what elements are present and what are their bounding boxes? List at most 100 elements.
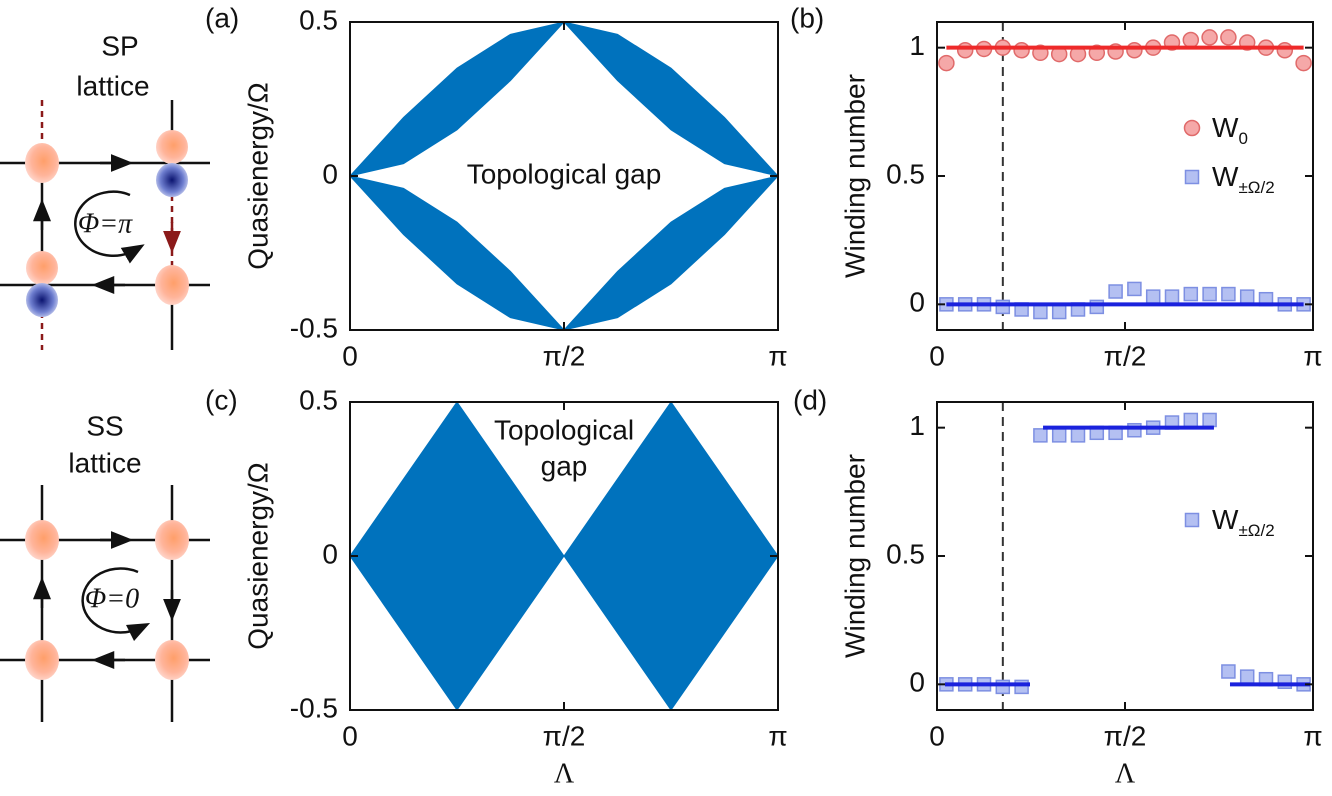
point: [1276, 41, 1294, 59]
y-tick-label: 0.5: [299, 4, 338, 35]
orbital: [26, 251, 58, 285]
annotation: gap: [541, 450, 588, 481]
axes-frame: [936, 401, 1314, 711]
flux-arrow: [74, 190, 145, 264]
diagram-title: SS: [86, 410, 123, 441]
orbital: [156, 130, 188, 164]
band-area: [350, 402, 778, 710]
panel-label: (b): [790, 2, 824, 33]
x-tick-label: π: [1303, 340, 1322, 371]
point: [1182, 31, 1200, 49]
x-tick-label: π/2: [1104, 340, 1147, 371]
point: [1033, 304, 1048, 320]
x-tick-label: π/2: [543, 720, 586, 751]
y-axis-label: Quasienergy/Ω: [242, 462, 273, 649]
flux-arrow: [81, 567, 151, 642]
y-tick-label: 1: [909, 410, 925, 441]
diagram-title: SP: [101, 30, 138, 61]
point: [1183, 286, 1199, 302]
point: [1221, 286, 1236, 302]
y-tick-label: 0: [322, 538, 338, 569]
legend-name: W: [1212, 112, 1239, 143]
annotation: Topological: [494, 414, 634, 445]
point: [1013, 41, 1030, 59]
panel-label: (c): [205, 384, 238, 415]
legend-label: W±Ω/2: [1212, 504, 1275, 540]
point: [1221, 664, 1236, 679]
y-axis-label: Winding number: [839, 454, 870, 658]
panel: W±Ω/2 0 π/2 π 0 0.5 1 Winding number Λ (d): [793, 384, 1323, 789]
orbital: [155, 265, 189, 305]
point: [1033, 428, 1048, 443]
legend-label: W0: [1212, 112, 1248, 148]
flux-label: Φ=π: [78, 208, 133, 239]
legend-marker: [1184, 169, 1200, 185]
band-area: [350, 22, 778, 177]
plot-area: [939, 402, 1311, 710]
point: [1051, 304, 1067, 320]
orbital: [25, 520, 59, 560]
point: [1202, 286, 1217, 302]
orbital: [156, 163, 188, 197]
legend-name: W: [1212, 504, 1239, 535]
point: [1239, 669, 1255, 684]
orbital: [25, 640, 59, 680]
orbital: [26, 283, 58, 317]
y-axis-label: Winding number: [839, 74, 870, 278]
legend-subscript: ±Ω/2: [1238, 521, 1274, 540]
diagram-title: lattice: [68, 447, 141, 478]
orbital: [155, 520, 189, 560]
x-tick-label: 0: [342, 720, 358, 751]
x-tick-label: 0: [929, 340, 945, 371]
x-tick-label: π: [768, 720, 787, 751]
flux-label: Φ=0: [85, 583, 139, 614]
panel-label: (d): [793, 384, 827, 415]
legend-name: W: [1212, 161, 1239, 192]
plot-area: [938, 22, 1312, 330]
orbital: [25, 143, 59, 183]
point: [1202, 412, 1217, 428]
x-tick-label: π/2: [543, 340, 586, 371]
y-tick-label: 0.5: [299, 384, 338, 415]
point: [1295, 54, 1312, 72]
point: [1183, 412, 1199, 428]
y-tick-label: 0: [322, 158, 338, 189]
legend-subscript: ±Ω/2: [1238, 178, 1274, 197]
x-axis-label: Λ: [1115, 758, 1136, 789]
y-tick-label: -0.5: [290, 692, 338, 723]
y-tick-label: -0.5: [290, 312, 338, 343]
y-axis-label: Quasienergy/Ω: [242, 82, 273, 269]
diagram-title: lattice: [76, 70, 149, 101]
point: [1051, 428, 1067, 443]
band-area: [350, 175, 778, 330]
y-tick-label: 1: [909, 30, 925, 61]
point: [1239, 289, 1255, 304]
legend-marker: [1183, 119, 1201, 137]
panel-label: (a): [205, 2, 239, 33]
legend-marker: [1184, 512, 1200, 528]
point: [1127, 281, 1142, 297]
orbital: [155, 640, 189, 680]
y-tick-label: 0: [909, 667, 925, 698]
point: [938, 54, 955, 72]
x-tick-label: 0: [342, 340, 358, 371]
plot-area: [350, 402, 778, 710]
point: [1220, 29, 1237, 46]
point: [1108, 284, 1123, 299]
point: [1201, 29, 1218, 46]
x-tick-label: 0: [929, 720, 945, 751]
point: [1070, 428, 1086, 443]
legend-label: W±Ω/2: [1212, 161, 1275, 197]
point: [1164, 289, 1180, 304]
x-tick-label: π: [768, 340, 787, 371]
plot-area: [350, 22, 778, 330]
y-tick-label: 0.5: [886, 158, 925, 189]
point: [1126, 41, 1143, 59]
annotation: Topological gap: [467, 158, 662, 189]
x-tick-label: π/2: [1104, 720, 1147, 751]
y-tick-label: 0: [909, 287, 925, 318]
legend-subscript: 0: [1238, 129, 1247, 148]
